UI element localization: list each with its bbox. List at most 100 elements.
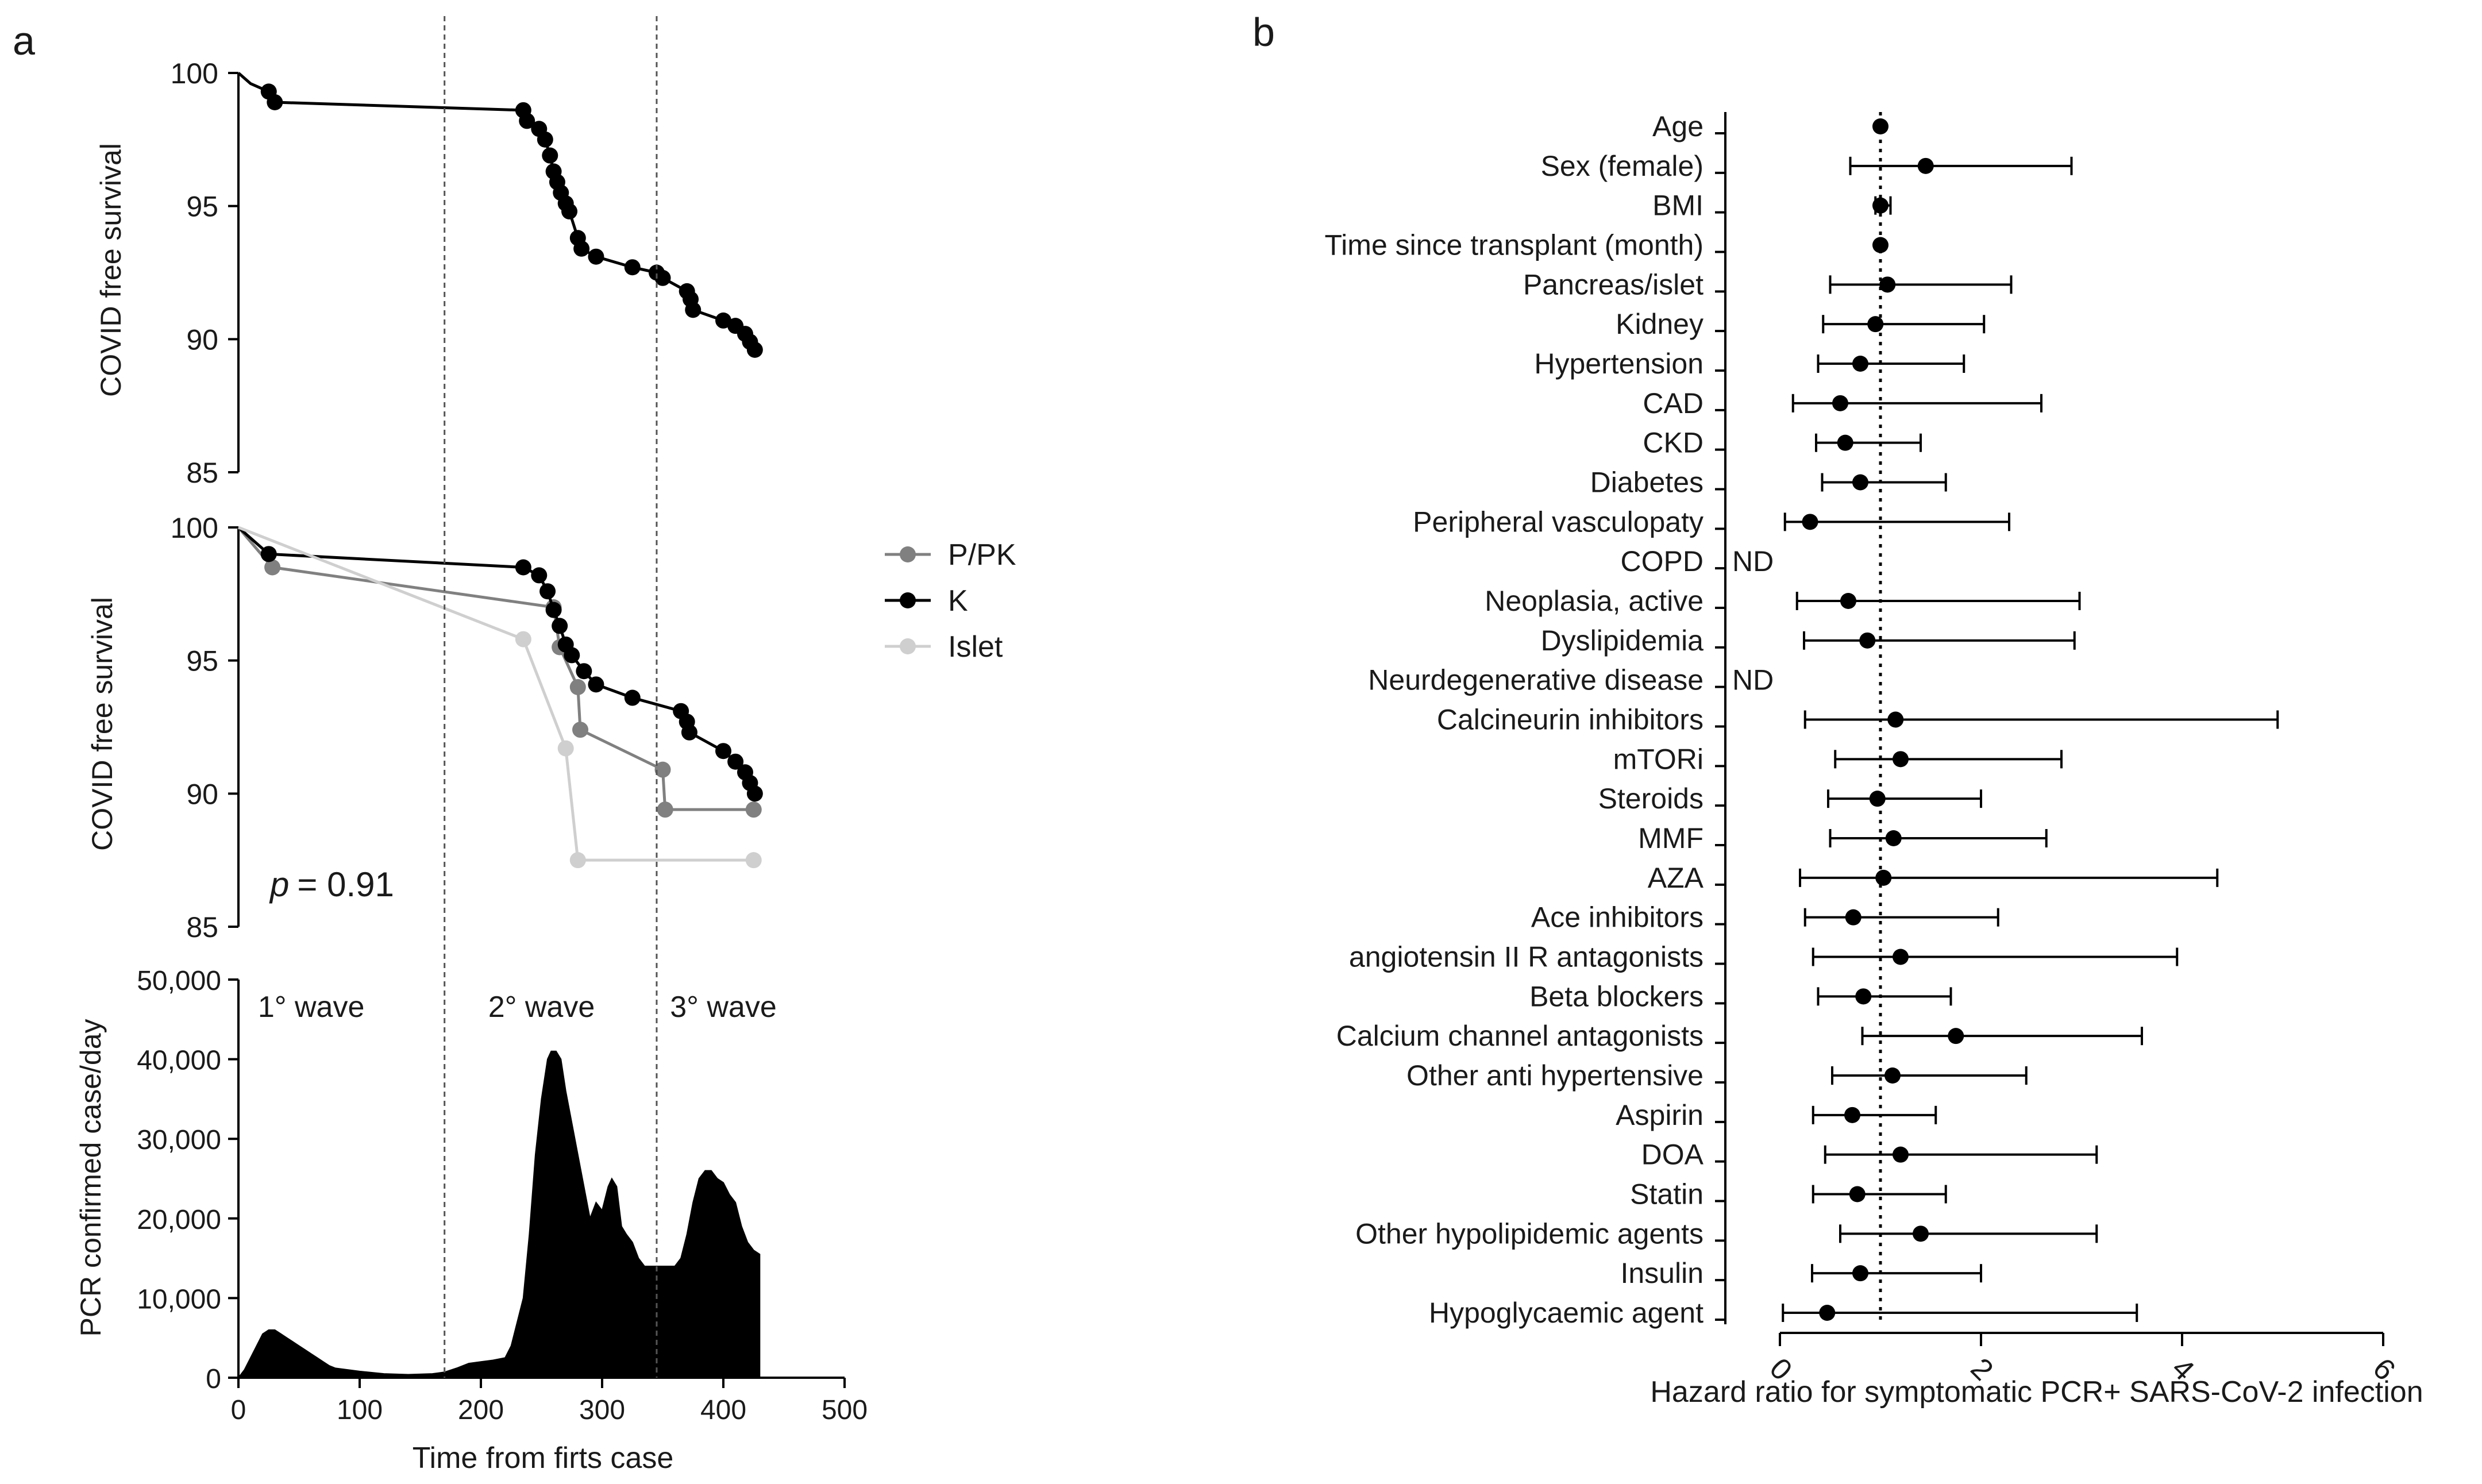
forest-point (1879, 276, 1896, 293)
data-point-k (531, 567, 548, 584)
forest-point (1948, 1028, 1964, 1044)
forest-point (1893, 1146, 1909, 1163)
forest-point (1867, 316, 1884, 333)
x-tick-label-bottom: 100 (337, 1395, 383, 1425)
series-line-k-middle (237, 526, 757, 795)
forest-point (1852, 474, 1868, 491)
forest-row-label: Aspirin (1616, 1099, 1704, 1131)
data-point-ppk (569, 679, 586, 695)
data-point-all (654, 269, 671, 286)
y-tick-label-bottom: 40,000 (137, 1046, 221, 1076)
data-point-ppk (745, 801, 762, 818)
wave-label: 1° wave (258, 990, 365, 1024)
bottom-series: 1° wave 2° wave 3° wave (237, 990, 777, 1378)
forest-row-label: Ace inhibitors (1531, 901, 1704, 934)
x-tick-label-bottom: 500 (822, 1395, 868, 1425)
wave-label: 2° wave (488, 990, 595, 1024)
y-tick-label-bottom: 10,000 (137, 1284, 221, 1315)
forest-row-label: Sex (female) (1541, 150, 1704, 182)
x-tick-label-bottom: 0 (231, 1395, 246, 1425)
forest-row-label: Other anti hypertensive (1406, 1059, 1704, 1092)
forest-row-label: Hypoglycaemic agent (1429, 1297, 1704, 1329)
data-point-islet (515, 631, 531, 647)
forest-row-label: CKD (1643, 427, 1704, 459)
forest-point (1844, 1107, 1860, 1123)
series-line-all-top (237, 72, 756, 351)
forest-point (1875, 869, 1892, 886)
forest-row-label: Calcium channel antagonists (1336, 1020, 1704, 1052)
data-point-k (564, 647, 580, 664)
forest-point (1893, 949, 1909, 965)
forest-row-label: Hypertension (1534, 348, 1704, 380)
y-axis-title-bottom: PCR confirmed case/day (75, 1019, 107, 1336)
forest-row-label: AZA (1648, 862, 1704, 894)
y-tick-label-bottom: 50,000 (137, 966, 221, 996)
y-tick-label-middle: 95 (186, 645, 218, 677)
legend-marker-k (900, 592, 916, 608)
data-point-k (515, 559, 531, 576)
data-point-ppk (264, 559, 281, 576)
forest-row-label: Statin (1630, 1178, 1704, 1211)
legend: P/PK K Islet (885, 538, 1016, 664)
data-point-all (715, 312, 731, 329)
panel-a-label: a (13, 18, 35, 63)
wave-dividers (444, 16, 658, 1378)
p-symbol: p (269, 865, 289, 904)
forest-row-label: Diabetes (1590, 467, 1704, 499)
forest-point (1840, 593, 1856, 609)
forest-point (1859, 632, 1876, 649)
y-tick-label-top: 85 (186, 457, 218, 489)
forest-row-label: CAD (1643, 387, 1704, 419)
forest-point (1819, 1305, 1836, 1321)
top-series (237, 72, 763, 358)
forest-row-label: MMF (1638, 822, 1704, 854)
forest-row-label: mTORi (1613, 743, 1704, 775)
x-axis-title-forest: Hazard ratio for symptomatic PCR+ SARS-C… (1650, 1375, 2423, 1409)
y-tick-label-bottom: 30,000 (137, 1125, 221, 1155)
forest-nd-label: ND (1732, 664, 1774, 696)
forest-point (1872, 237, 1889, 253)
x-tick-label-bottom: 300 (579, 1395, 625, 1425)
y-tick-label-middle: 85 (186, 911, 218, 943)
forest-point (1872, 118, 1889, 134)
forest-row-label: Other hypolipidemic agents (1355, 1217, 1704, 1250)
forest-point (1855, 988, 1872, 1005)
legend-label-islet: Islet (948, 630, 1003, 664)
y-tick-label-bottom: 20,000 (137, 1205, 221, 1235)
forest-point (1845, 909, 1862, 926)
forest-row-label: Steroids (1598, 783, 1704, 815)
legend-label-ppk: P/PK (948, 538, 1016, 572)
forest-point (1852, 1265, 1868, 1282)
forest-row-label: BMI (1652, 190, 1704, 222)
forest-point (1872, 197, 1889, 214)
pcr-cases-area (237, 1050, 761, 1378)
legend-marker-islet (900, 638, 916, 654)
x-tick-label-bottom: 200 (458, 1395, 504, 1425)
x-tick-label-bottom: 400 (700, 1395, 746, 1425)
forest-nd-label: ND (1732, 545, 1774, 577)
forest-row-label: Insulin (1620, 1257, 1704, 1289)
forest-row-label: Beta blockers (1529, 980, 1704, 1012)
data-point-all (537, 131, 553, 148)
data-point-ppk (572, 722, 589, 738)
y-tick-label-top: 100 (171, 57, 218, 90)
forest-point (1852, 356, 1868, 372)
legend-label-k: K (948, 584, 968, 618)
forest-point (1869, 791, 1886, 807)
forest-point (1837, 434, 1853, 451)
forest-row-label: Peripheral vasculopaty (1413, 506, 1704, 538)
data-point-all (267, 94, 283, 110)
forest-point (1849, 1186, 1866, 1202)
y-tick-label-middle: 90 (186, 778, 218, 810)
data-point-ppk (654, 761, 671, 778)
p-value-annotation: p = 0.91 (269, 865, 394, 904)
middle-axes: 85 90 95 100 (171, 512, 240, 943)
survival-by-group-plot: COVID free survival 85 90 95 100 p = 0.91 P/… (86, 512, 1016, 943)
y-tick-label-middle: 100 (171, 512, 218, 544)
survival-overall-plot: COVID free survival 85 90 95 100 (95, 57, 763, 489)
x-axis-title-bottom: Time from firts case (413, 1441, 674, 1475)
data-point-all (573, 240, 590, 257)
pcr-cases-plot: PCR confirmed case/day 0 10,000 20,000 30,0… (75, 966, 868, 1475)
data-point-k (727, 753, 744, 770)
